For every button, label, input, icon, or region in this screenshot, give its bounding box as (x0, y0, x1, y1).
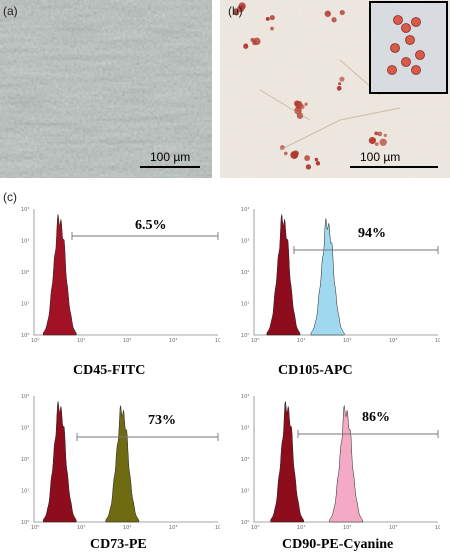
percent-cd105: 94% (358, 226, 386, 241)
marker-peak (310, 218, 345, 336)
x-tick-label: 10¹ (297, 338, 305, 344)
panel-b-letter: (b) (228, 4, 243, 18)
plot-axes (253, 209, 438, 336)
panel-a-letter: (a) (3, 4, 18, 18)
x-tick-label: 10³ (169, 338, 177, 344)
plot-axes (253, 396, 438, 523)
y-tick-label: 10² (241, 457, 249, 463)
x-tick-label: 10³ (389, 338, 397, 344)
plot-axes (33, 209, 218, 336)
marker-cd90: CD90-PE-Cyanine (282, 537, 394, 552)
y-tick-label: 10³ (241, 239, 249, 245)
y-tick-label: 10² (21, 270, 29, 276)
x-tick-label: 10⁴ (215, 338, 220, 344)
gate-line (297, 430, 439, 438)
marker-cd45: CD45-FITC (73, 363, 146, 378)
percent-cd90: 86% (362, 410, 390, 425)
control-peak (270, 401, 304, 523)
marker-peak (329, 405, 363, 523)
x-tick-label: 10¹ (297, 525, 305, 531)
x-tick-label: 10⁴ (435, 338, 440, 344)
percent-cd73: 73% (148, 413, 176, 428)
y-tick-label: 10⁰ (241, 333, 249, 339)
y-tick-label: 10¹ (241, 489, 249, 495)
y-tick-label: 10⁰ (241, 520, 249, 526)
x-tick-label: 10¹ (77, 338, 85, 344)
marker-cd73: CD73-PE (90, 537, 147, 552)
y-tick-label: 10⁴ (21, 207, 29, 213)
panel-b-scale-label: 100 µm (360, 150, 401, 164)
gate-line (76, 433, 219, 441)
y-tick-label: 10³ (21, 239, 29, 245)
y-tick-label: 10⁴ (21, 394, 29, 400)
y-tick-label: 10³ (241, 426, 249, 432)
inset-frame (369, 1, 448, 94)
x-tick-label: 10⁴ (435, 525, 440, 531)
x-tick-label: 10⁰ (251, 525, 259, 531)
stained-droplets (233, 2, 387, 170)
y-tick-label: 10² (241, 270, 249, 276)
y-tick-label: 10⁰ (21, 333, 29, 339)
y-tick-label: 10² (21, 457, 29, 463)
x-tick-label: 10⁰ (31, 525, 39, 531)
x-tick-label: 10⁰ (251, 338, 259, 344)
plot-axes (33, 396, 218, 523)
x-tick-label: 10¹ (77, 525, 85, 531)
x-tick-label: 10² (343, 338, 351, 344)
y-tick-label: 10³ (21, 426, 29, 432)
x-tick-label: 10² (343, 525, 351, 531)
panel-a-scale-label: 100 µm (150, 150, 191, 164)
micrograph-b-image (220, 0, 450, 178)
x-tick-label: 10⁴ (215, 525, 220, 531)
y-tick-label: 10¹ (21, 489, 29, 495)
marker-cd105: CD105-APC (278, 363, 353, 378)
micrograph-a (0, 0, 212, 178)
x-tick-label: 10² (123, 525, 131, 531)
y-tick-label: 10⁴ (241, 207, 249, 213)
panel-c-letter: (c) (3, 190, 17, 204)
micrograph-b (220, 0, 450, 178)
gate-line (293, 246, 439, 254)
y-tick-label: 10⁰ (21, 520, 29, 526)
x-tick-label: 10³ (389, 525, 397, 531)
x-tick-label: 10² (123, 338, 131, 344)
y-tick-label: 10¹ (241, 302, 249, 308)
panel-a-scale-bar (140, 166, 200, 168)
y-tick-label: 10¹ (21, 302, 29, 308)
y-tick-label: 10⁴ (241, 394, 249, 400)
marker-peak (105, 405, 140, 523)
micrograph-a-image (0, 0, 212, 178)
control-peak (42, 401, 77, 523)
control-peak (42, 214, 77, 336)
inset-droplets (387, 15, 425, 75)
x-tick-label: 10⁰ (31, 338, 39, 344)
percent-cd45: 6.5% (135, 218, 167, 233)
gate-line (71, 232, 219, 240)
control-peak (266, 214, 301, 336)
x-tick-label: 10³ (169, 525, 177, 531)
panel-b-scale-bar (350, 166, 438, 168)
